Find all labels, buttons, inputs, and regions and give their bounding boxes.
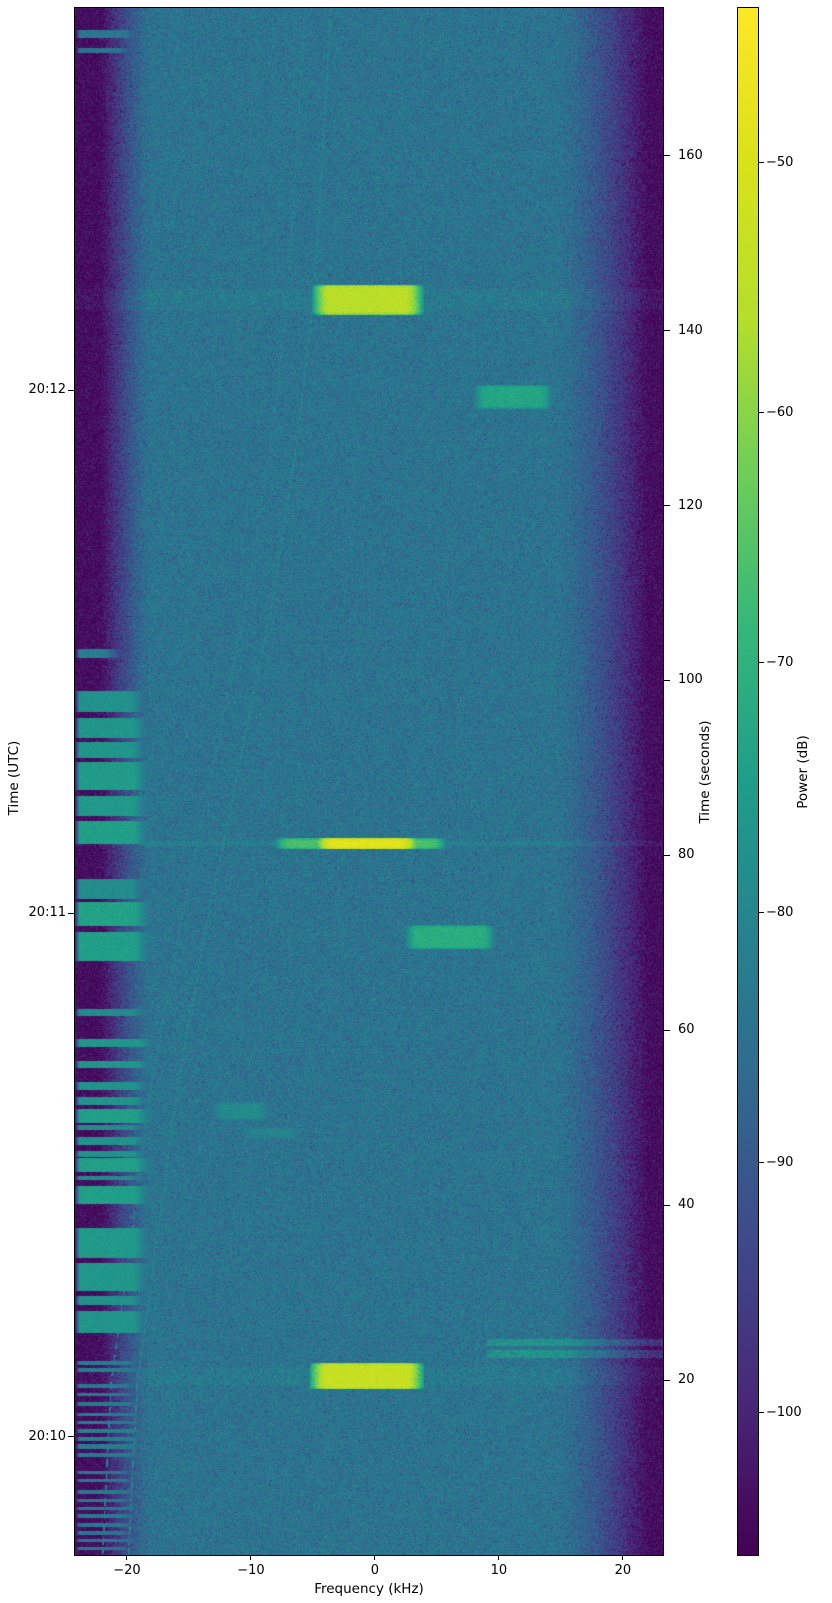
colorbar-tick-label: −50 <box>766 154 794 170</box>
x-axis-title: Frequency (kHz) <box>314 1581 424 1597</box>
seconds-tick-mark <box>664 505 670 507</box>
y-right-axis-title: Time (seconds) <box>697 720 713 824</box>
seconds-tick-label: 40 <box>678 1197 695 1213</box>
colorbar <box>737 7 759 1556</box>
utc-tick-mark <box>68 1436 74 1438</box>
seconds-tick-label: 160 <box>678 147 703 163</box>
y-left-axis-title: Time (UTC) <box>6 740 22 816</box>
colorbar-tick-label: −80 <box>766 904 794 920</box>
x-tick-label: −10 <box>237 1563 265 1578</box>
colorbar-tick-mark <box>759 162 764 164</box>
x-tick-label: 20 <box>614 1563 632 1578</box>
utc-tick-label: 20:12 <box>28 382 66 398</box>
seconds-tick-label: 20 <box>678 1372 695 1388</box>
x-tick-label: 0 <box>370 1563 380 1578</box>
seconds-tick-mark <box>664 330 670 332</box>
spectrogram-plot <box>74 7 664 1556</box>
seconds-tick-label: 120 <box>678 497 703 513</box>
colorbar-tick-mark <box>759 412 764 414</box>
utc-tick-label: 20:10 <box>28 1428 66 1444</box>
x-tick-mark <box>374 1555 376 1560</box>
x-tick-mark <box>498 1555 500 1560</box>
x-tick-mark <box>622 1555 624 1560</box>
utc-tick-mark <box>68 912 74 914</box>
colorbar-tick-mark <box>759 1412 764 1414</box>
seconds-tick-label: 80 <box>678 847 695 863</box>
seconds-tick-label: 60 <box>678 1022 695 1038</box>
x-tick-mark <box>250 1555 252 1560</box>
seconds-tick-mark <box>664 1379 670 1381</box>
seconds-tick-mark <box>664 1029 670 1031</box>
colorbar-tick-mark <box>759 662 764 664</box>
colorbar-tick-label: −60 <box>766 404 794 420</box>
seconds-tick-label: 100 <box>678 672 703 688</box>
waterfall-canvas <box>75 8 663 1555</box>
colorbar-tick-mark <box>759 912 764 914</box>
seconds-tick-mark <box>664 679 670 681</box>
seconds-tick-mark <box>664 155 670 157</box>
seconds-tick-label: 140 <box>678 322 703 338</box>
seconds-tick-mark <box>664 1204 670 1206</box>
x-tick-label: −20 <box>113 1563 141 1578</box>
utc-tick-label: 20:11 <box>28 905 66 921</box>
x-tick-label: 10 <box>490 1563 508 1578</box>
x-tick-mark <box>126 1555 128 1560</box>
colorbar-tick-label: −90 <box>766 1154 794 1170</box>
colorbar-axis-title: Power (dB) <box>795 735 811 809</box>
colorbar-tick-label: −70 <box>766 654 794 670</box>
colorbar-tick-mark <box>759 1162 764 1164</box>
colorbar-tick-label: −100 <box>766 1404 802 1420</box>
colorbar-gradient <box>738 8 758 1555</box>
seconds-tick-mark <box>664 854 670 856</box>
utc-tick-mark <box>68 389 74 391</box>
